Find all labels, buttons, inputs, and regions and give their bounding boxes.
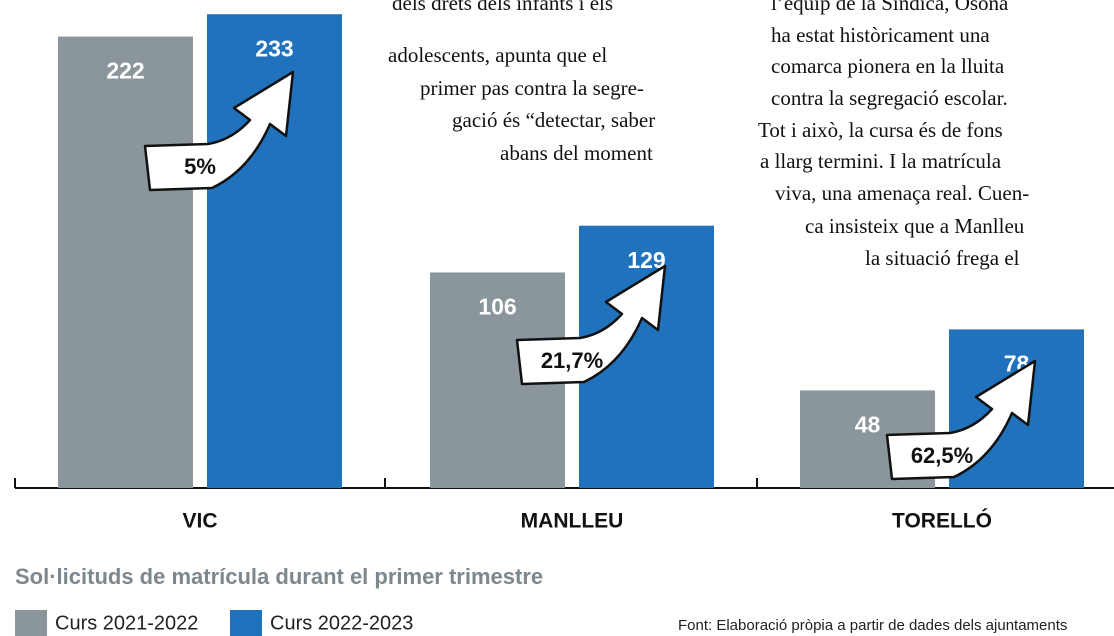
article-line: la situació frega el: [865, 246, 1020, 270]
change-arrow: 21,7%: [515, 264, 667, 386]
change-label: 5%: [184, 154, 216, 179]
arrow-shape: [885, 359, 1037, 481]
value-label: 106: [478, 294, 516, 320]
chart-title: Sol·licituds de matrícula durant el prim…: [15, 564, 543, 589]
source-note: Font: Elaboració pròpia a partir de dade…: [678, 617, 1067, 634]
value-label: 48: [855, 411, 881, 437]
article-line: primer pas contra la segre-: [420, 76, 644, 100]
article-line: Tot i això, la cursa és de fons: [758, 118, 1003, 142]
legend-label: Curs 2021-2022: [55, 612, 198, 634]
legend-swatch: [230, 610, 262, 636]
article-line: l’equip de la Síndica, Osona: [771, 0, 1009, 15]
x-tick-label: VIC: [182, 510, 217, 533]
value-label: 222: [106, 58, 144, 84]
x-tick-label: MANLLEU: [521, 510, 624, 533]
article-line: contra la segregació escolar.: [771, 86, 1008, 110]
change-arrow: 62,5%: [885, 359, 1037, 481]
article-line: ca insisteix que a Manlleu: [805, 214, 1025, 238]
value-label: 233: [255, 35, 293, 61]
article-line: abans del moment: [500, 141, 653, 165]
arrow-shape: [143, 70, 295, 192]
bar: [58, 36, 193, 488]
article-line: gació és “detectar, saber: [452, 108, 655, 132]
legend-label: Curs 2022-2023: [270, 612, 413, 634]
article-line: a llarg termini. I la matrícula: [760, 149, 1002, 173]
article-line: viva, una amenaça real. Cuen-: [775, 181, 1029, 205]
article-line: comarca pionera en la lluita: [771, 54, 1005, 78]
legend-swatch: [15, 610, 47, 636]
arrow-shape: [515, 264, 667, 386]
change-arrow: 5%: [143, 70, 295, 192]
change-label: 62,5%: [911, 443, 973, 468]
article-line: ha estat històricament una: [771, 23, 990, 47]
change-label: 21,7%: [541, 348, 603, 373]
article-line: adolescents, apunta que el: [388, 43, 607, 67]
article-line: dels drets dels infants i els: [392, 0, 613, 15]
x-tick-label: TORELLÓ: [892, 509, 992, 533]
